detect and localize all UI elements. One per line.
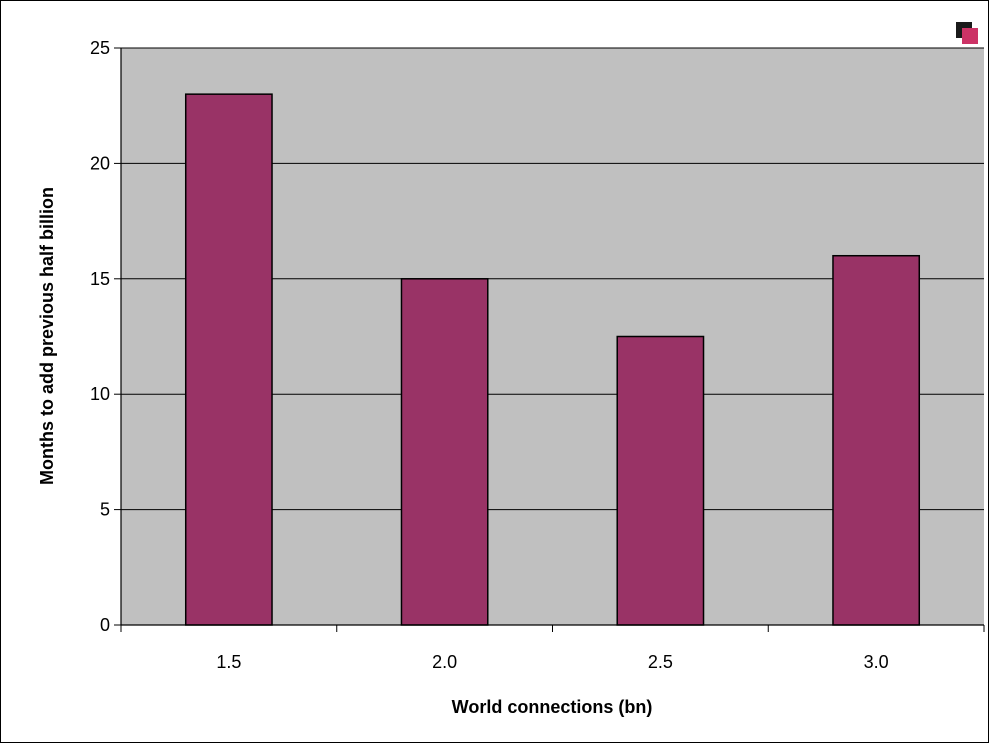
y-tick-label-2: 10: [90, 384, 110, 404]
axes: [114, 47, 985, 632]
y-tick-label-4: 20: [90, 153, 110, 173]
bar-2.0: [400, 278, 489, 626]
y-tick-label-3: 15: [90, 269, 110, 289]
bar-1.5: [184, 93, 273, 626]
bar-3.0: [832, 254, 921, 626]
x-tick-labels: 1.5 2.0 2.5 3.0: [216, 652, 888, 672]
chart-legend-key-icon: [956, 22, 978, 44]
y-tick-label-1: 5: [100, 500, 110, 520]
y-tick-label-5: 25: [90, 38, 110, 58]
bar-2.5: [616, 335, 705, 626]
y-tick-labels: 0 5 10 15 20 25: [90, 38, 110, 635]
y-tick-label-0: 0: [100, 615, 110, 635]
x-axis-title: World connections (bn): [452, 697, 653, 717]
y-axis-title: Months to add previous half billion: [37, 187, 57, 485]
bars: [184, 93, 921, 626]
x-tick-label-1: 2.0: [432, 652, 457, 672]
x-tick-label-2: 2.5: [648, 652, 673, 672]
x-tick-label-3: 3.0: [864, 652, 889, 672]
x-tick-label-0: 1.5: [216, 652, 241, 672]
